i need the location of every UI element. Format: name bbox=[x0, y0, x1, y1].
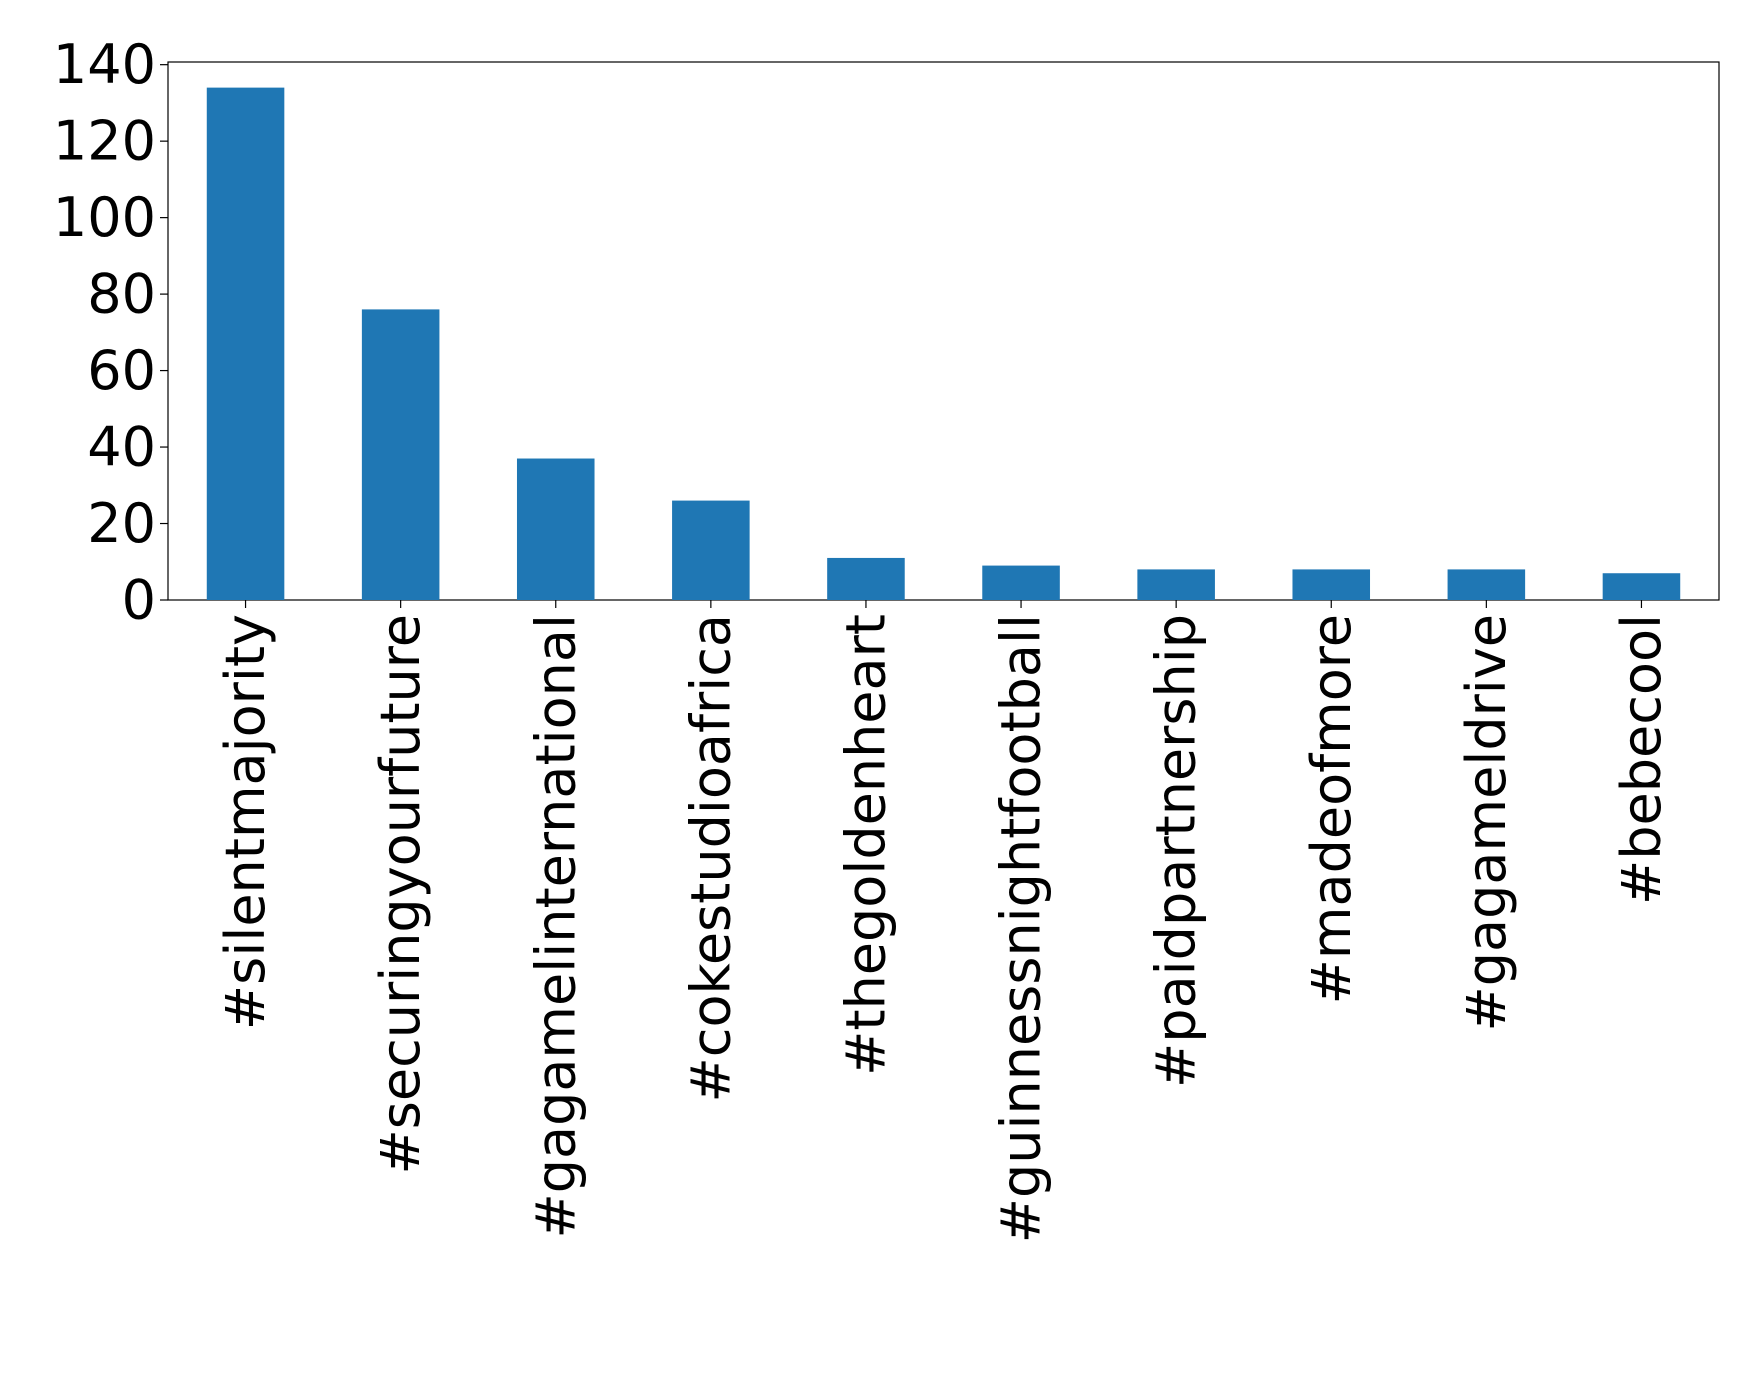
y-tick-label: 40 bbox=[87, 416, 156, 479]
x-tick-label: #cokestudioafrica bbox=[679, 614, 742, 1102]
bar bbox=[1137, 569, 1215, 600]
x-tick-label: #securingyourfuture bbox=[369, 614, 432, 1175]
y-tick-label: 140 bbox=[53, 33, 156, 96]
x-tick-label: #guinnessnightfootball bbox=[990, 614, 1053, 1243]
bar bbox=[1447, 569, 1526, 600]
bar bbox=[1602, 573, 1681, 600]
x-tick-label: #madeofmore bbox=[1300, 614, 1363, 1004]
x-tick-label: #gagamelinternational bbox=[524, 614, 587, 1239]
bar bbox=[206, 87, 285, 601]
bar bbox=[672, 500, 750, 600]
x-tick-label: #thegoldenheart bbox=[834, 614, 897, 1076]
x-tick-label: #silentmajority bbox=[214, 614, 277, 1030]
y-tick-label: 20 bbox=[87, 492, 156, 555]
y-tick-label: 80 bbox=[87, 263, 156, 326]
x-tick-label: #paidpartnership bbox=[1145, 614, 1208, 1088]
bar bbox=[361, 309, 440, 600]
x-tick-label: #gagameldrive bbox=[1455, 614, 1518, 1031]
bar bbox=[1292, 569, 1371, 600]
y-tick-label: 60 bbox=[87, 339, 156, 402]
bar bbox=[982, 565, 1060, 600]
bar bbox=[827, 557, 905, 600]
y-tick-label: 120 bbox=[53, 110, 156, 173]
y-tick-label: 0 bbox=[122, 569, 156, 632]
x-tick-label: #bebecool bbox=[1610, 614, 1673, 905]
y-tick-label: 100 bbox=[53, 186, 156, 249]
plot-frame bbox=[167, 61, 1720, 601]
bar bbox=[516, 458, 595, 600]
